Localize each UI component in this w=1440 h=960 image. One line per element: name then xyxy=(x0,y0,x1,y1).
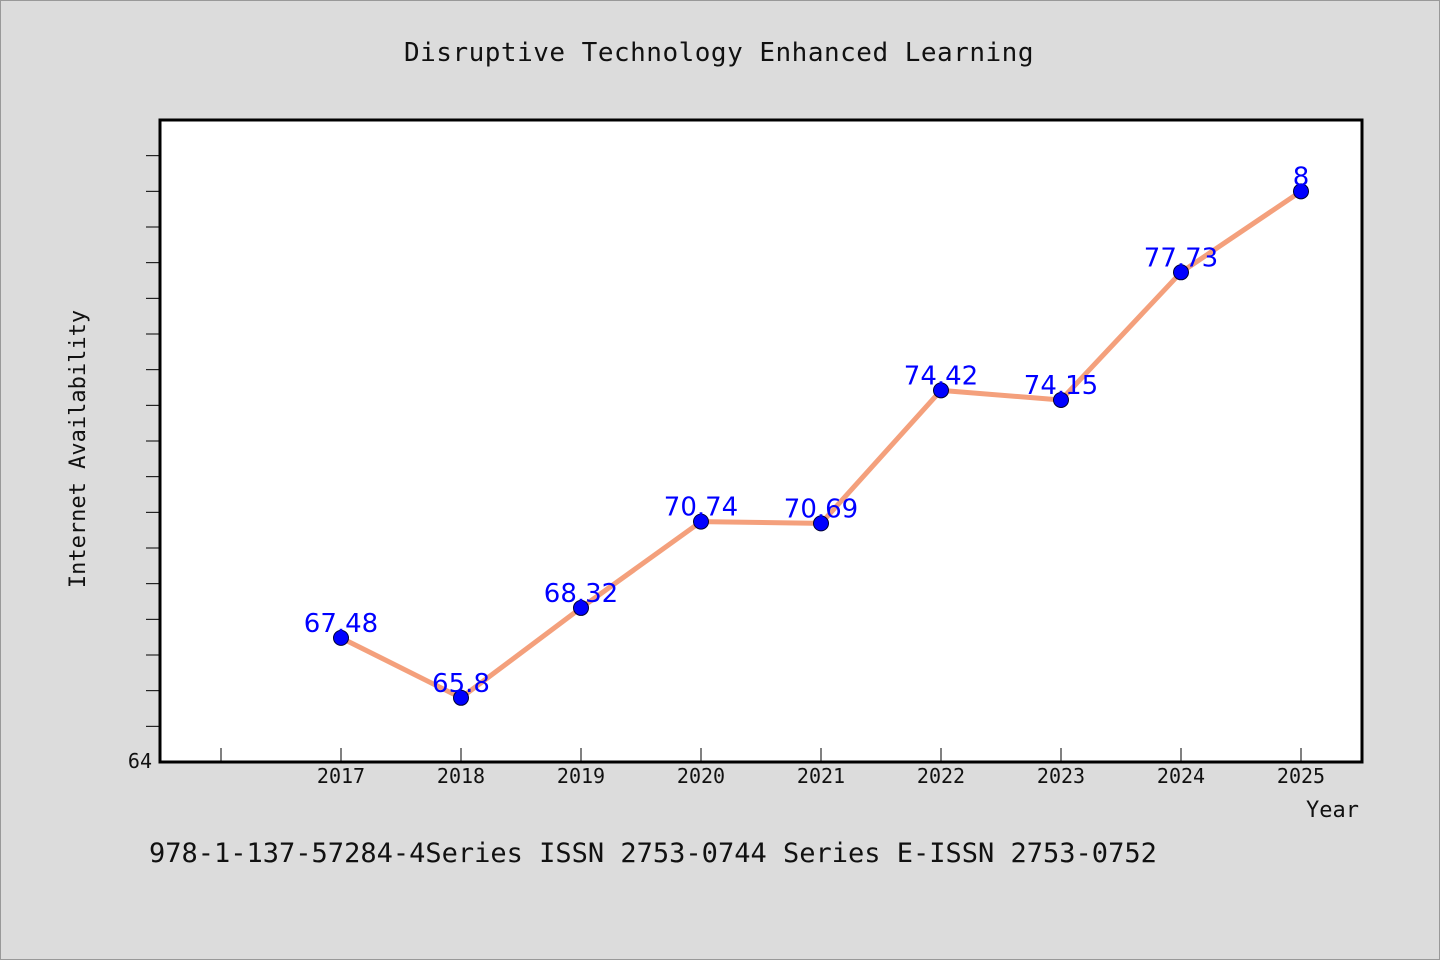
data-point xyxy=(453,689,469,706)
x-tick-label: 2019 xyxy=(557,764,605,788)
plot-area xyxy=(158,118,1364,764)
x-tick-label: 2017 xyxy=(317,764,365,788)
data-point xyxy=(813,515,829,532)
data-label: 67.48 xyxy=(304,609,378,639)
data-label: 70.69 xyxy=(784,494,858,524)
data-point xyxy=(693,513,709,530)
data-label: 70.74 xyxy=(664,493,738,523)
data-point xyxy=(1293,183,1309,200)
x-axis-ticks: 2017 2018 2019 2020 2021 2022 2023 2024 2025 xyxy=(220,748,1325,788)
data-label: 74.42 xyxy=(904,361,978,391)
x-tick-label: 2020 xyxy=(677,764,725,788)
data-label: 74.15 xyxy=(1024,371,1098,401)
data-label: 68.32 xyxy=(544,579,618,609)
series-layer: 67.48 65.8 68.32 70.74 70.69 74.42 74.15 77.73 8 xyxy=(304,162,1310,706)
data-point xyxy=(1053,391,1069,408)
data-label: 65.8 xyxy=(432,669,490,699)
x-tick-label: 2021 xyxy=(797,764,845,788)
x-tick-label: 2022 xyxy=(917,764,965,788)
data-point xyxy=(933,382,949,399)
data-point xyxy=(573,599,589,616)
data-point xyxy=(333,629,349,646)
data-label: 77.73 xyxy=(1144,243,1218,273)
x-tick-label: 2024 xyxy=(1157,764,1205,788)
chart-title: Disruptive Technology Enhanced Learning xyxy=(404,38,1034,68)
x-tick-label: 2025 xyxy=(1277,764,1325,788)
y-tick-label: 64 xyxy=(128,749,152,773)
data-point xyxy=(1173,264,1189,281)
x-axis-label: Year xyxy=(1306,798,1359,823)
footer-isbn-issn: 978-1-137-57284-4Series ISSN 2753-0744 S… xyxy=(149,838,1157,869)
data-label: 8 xyxy=(1293,162,1310,192)
y-axis-ticks: 64 xyxy=(128,155,160,773)
x-tick-label: 2018 xyxy=(437,764,485,788)
y-axis-label: Internet Availability xyxy=(66,310,91,588)
x-tick-label: 2023 xyxy=(1037,764,1085,788)
